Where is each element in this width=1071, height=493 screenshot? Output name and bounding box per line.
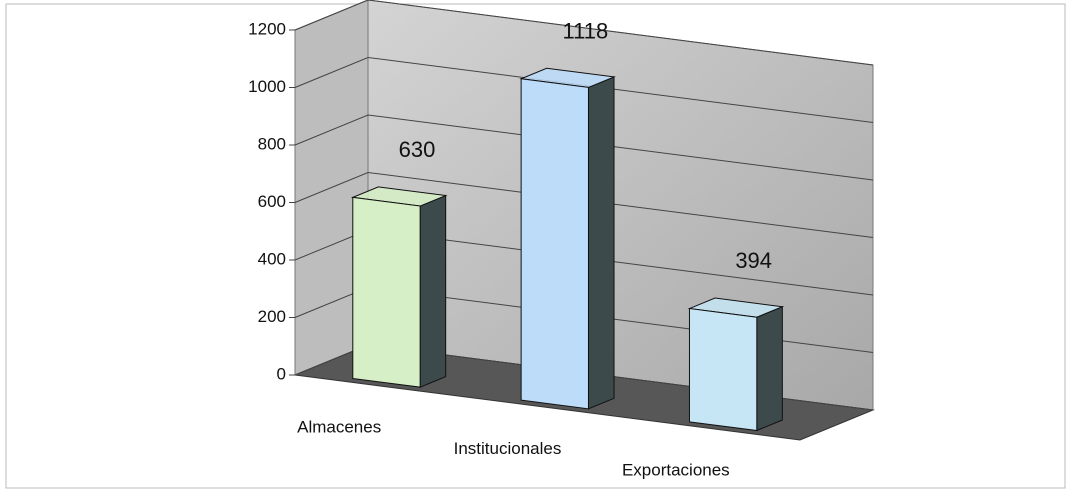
y-tick-label: 200 xyxy=(258,307,286,326)
data-label: 630 xyxy=(399,137,436,162)
bar-side xyxy=(587,76,615,410)
x-tick-label: Almacenes xyxy=(297,417,381,436)
bar-side xyxy=(756,305,783,432)
bar xyxy=(520,78,589,410)
grid-line xyxy=(294,114,874,181)
y-tick-label: 800 xyxy=(258,134,286,153)
grid-line xyxy=(294,56,874,123)
bar xyxy=(688,307,758,432)
y-tick-label: 1200 xyxy=(248,19,286,38)
data-label: 394 xyxy=(735,248,772,273)
x-tick-label: Exportaciones xyxy=(622,461,730,480)
bar xyxy=(352,196,421,388)
grid-line xyxy=(294,171,874,238)
y-tick-label: 400 xyxy=(258,249,286,268)
y-tick-label: 600 xyxy=(258,192,286,211)
data-label: 1118 xyxy=(563,18,609,43)
grid-line xyxy=(294,0,874,66)
y-tick-label: 0 xyxy=(277,364,286,383)
x-tick-label: Institucionales xyxy=(454,439,562,458)
y-tick-label: 1000 xyxy=(248,77,286,96)
bar-side xyxy=(419,194,447,388)
